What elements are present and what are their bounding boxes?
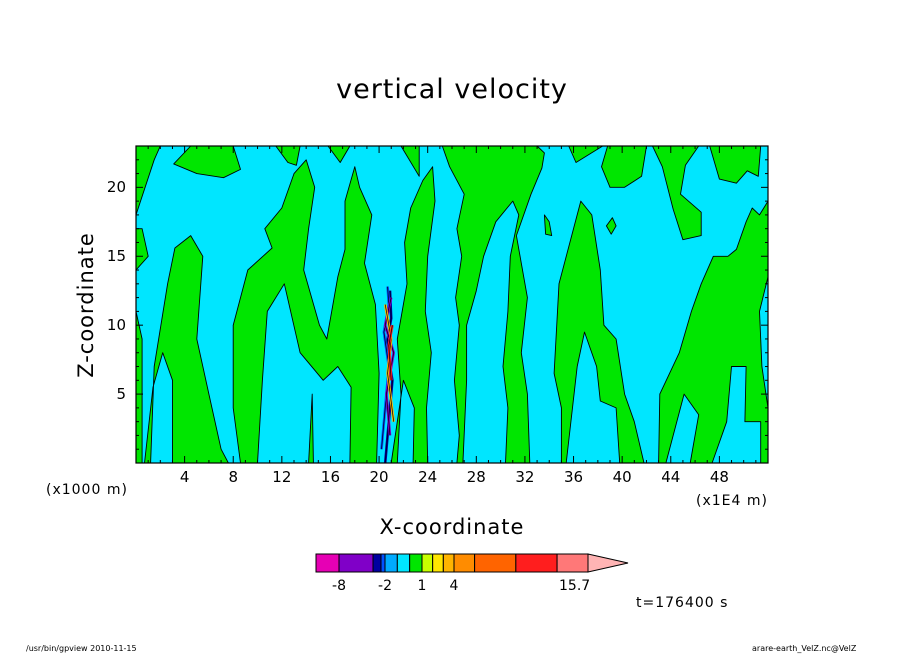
positive-velocity-region bbox=[144, 159, 380, 464]
footer-right: arare-earth_VelZ.nc@VelZ bbox=[752, 644, 857, 653]
colorbar-segment bbox=[380, 553, 386, 573]
y-tick-label: 15 bbox=[106, 247, 126, 266]
colorbar-segment bbox=[421, 553, 434, 573]
colorbar-segment bbox=[338, 553, 374, 573]
y-tick-label: 5 bbox=[116, 385, 126, 404]
colorbar-label: 15.7 bbox=[559, 578, 591, 594]
colorbar-segment bbox=[432, 553, 444, 573]
positive-velocity-region bbox=[605, 217, 617, 235]
x-tick-label: 8 bbox=[228, 468, 238, 486]
colorbar-label: 4 bbox=[449, 578, 459, 594]
colorbar-segment bbox=[372, 553, 382, 573]
x-tick-label: 36 bbox=[563, 468, 584, 486]
y-tick-label: 10 bbox=[106, 316, 126, 335]
colorbar-label: -8 bbox=[332, 578, 346, 594]
x-tick-label: 28 bbox=[466, 468, 486, 486]
x-tick-label: 12 bbox=[272, 468, 292, 486]
core-contour bbox=[381, 286, 390, 450]
colorbar-segment bbox=[442, 553, 455, 573]
x-tick-label: 32 bbox=[515, 468, 535, 486]
time-label: t=176400 s bbox=[636, 595, 729, 611]
colorbar-segment bbox=[556, 553, 589, 573]
colorbar-label: -2 bbox=[378, 578, 392, 594]
x-tick-label: 4 bbox=[179, 468, 190, 486]
colorbar-segment bbox=[396, 553, 411, 573]
x-tick-label: 16 bbox=[320, 468, 340, 486]
colorbar-segment bbox=[453, 553, 476, 573]
colorbar-arrow bbox=[587, 553, 629, 573]
positive-velocity-region bbox=[543, 214, 553, 237]
x-tick-label: 48 bbox=[709, 468, 729, 486]
y-axis-label: Z-coordinate bbox=[74, 232, 98, 378]
footer-left: /usr/bin/gpview 2010-11-15 bbox=[26, 644, 137, 653]
x-axis-label: X-coordinate bbox=[379, 515, 525, 539]
x-axis-unit-right: (x1E4 m) bbox=[696, 493, 768, 509]
colorbar-segment bbox=[409, 553, 423, 573]
core-contour bbox=[388, 325, 393, 381]
positive-velocity-region bbox=[652, 145, 702, 241]
x-tick-label: 44 bbox=[661, 468, 681, 486]
colorbar-segment bbox=[384, 553, 398, 573]
chart-title: vertical velocity bbox=[336, 74, 568, 105]
x-tick-label: 40 bbox=[612, 468, 632, 486]
colorbar-segment bbox=[474, 553, 517, 573]
colorbar-label: 1 bbox=[417, 578, 427, 594]
positive-velocity-region bbox=[441, 145, 545, 464]
positive-velocity-region bbox=[551, 200, 769, 464]
colorbar-segment bbox=[315, 553, 340, 573]
x-tick-label: 20 bbox=[369, 468, 389, 486]
x-axis-unit-left: (x1000 m) bbox=[46, 482, 128, 498]
positive-velocity-region bbox=[135, 310, 143, 464]
x-tick-label: 24 bbox=[418, 468, 438, 486]
colorbar-segment bbox=[515, 553, 558, 573]
y-tick-label: 20 bbox=[106, 178, 126, 197]
